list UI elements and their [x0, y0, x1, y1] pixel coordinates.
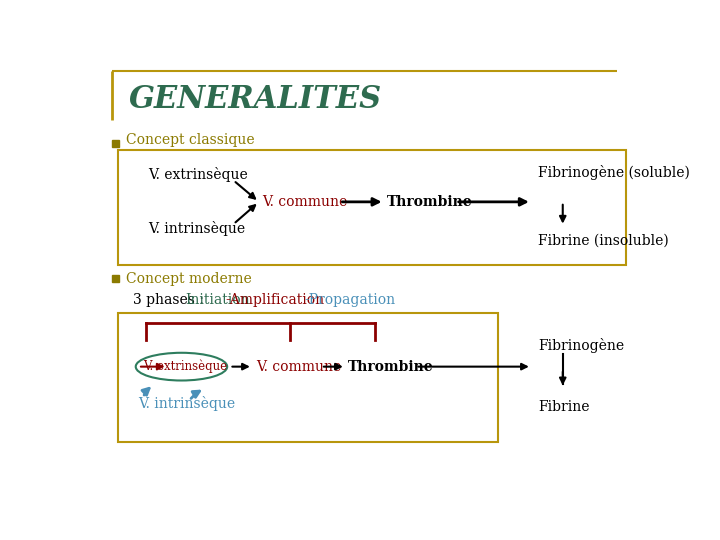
Text: Fibrinogène: Fibrinogène	[538, 339, 624, 353]
Text: Thrombine: Thrombine	[387, 195, 472, 209]
Bar	[112, 275, 119, 282]
Text: Fibrine (insoluble): Fibrine (insoluble)	[538, 233, 669, 247]
Text: Initiation: Initiation	[185, 293, 250, 307]
Text: GENERALITES: GENERALITES	[129, 84, 382, 115]
Text: Concept classique: Concept classique	[126, 133, 254, 147]
Text: V. intrinsèque: V. intrinsèque	[138, 396, 235, 411]
Text: Fibrinogène (soluble): Fibrinogène (soluble)	[538, 165, 690, 180]
Bar	[112, 140, 119, 147]
Text: 3 phases :: 3 phases :	[132, 293, 208, 307]
Text: V. intrinsèque: V. intrinsèque	[148, 221, 246, 237]
Text: Concept moderne: Concept moderne	[126, 272, 251, 286]
Text: Fibrine: Fibrine	[538, 401, 590, 415]
Text: -Propagation: -Propagation	[305, 293, 396, 307]
FancyBboxPatch shape	[118, 150, 626, 265]
FancyBboxPatch shape	[118, 313, 498, 442]
Text: V. extrinsèque: V. extrinsèque	[143, 360, 228, 373]
Text: V. commune: V. commune	[262, 195, 347, 209]
Ellipse shape	[136, 353, 228, 381]
Text: Thrombine: Thrombine	[348, 360, 433, 374]
Text: V. extrinsèque: V. extrinsèque	[148, 167, 248, 183]
Text: V. commune: V. commune	[256, 360, 341, 374]
Text: -Amplification: -Amplification	[225, 293, 325, 307]
